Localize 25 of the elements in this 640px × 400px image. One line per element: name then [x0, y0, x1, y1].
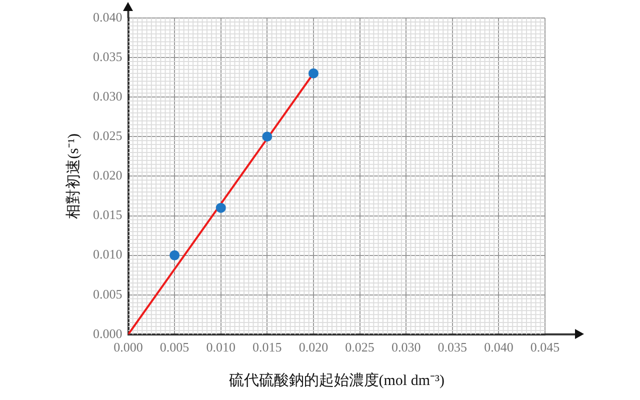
point	[308, 68, 318, 78]
x-tick-label: 0.005	[160, 340, 190, 355]
y-tick-label: 0.020	[93, 168, 122, 183]
x-tick-label: 0.030	[391, 340, 421, 355]
x-tick-label: 0.015	[252, 340, 282, 355]
y-tick-label: 0.010	[93, 246, 122, 262]
y-tick-label: 0.040	[93, 9, 122, 24]
point	[216, 202, 226, 213]
x-tick-label: 0.000	[114, 340, 143, 355]
x-tick-label: 0.025	[345, 340, 374, 355]
x-tick-label: 0.045	[530, 340, 560, 355]
y-tick-label: 0.015	[93, 207, 122, 222]
y-tick-label: 0.025	[93, 128, 122, 144]
y-tick-label: 0.035	[93, 48, 122, 64]
x-tick-label: 0.020	[298, 340, 328, 355]
x-axis-title: 硫代硫酸鈉的起始濃度(mol dm⁻³)	[228, 372, 444, 389]
point	[262, 132, 272, 142]
y-tick-label: 0.030	[93, 88, 122, 104]
y-tick-label: 0.005	[93, 286, 122, 302]
y-tick-label: 0.000	[93, 326, 122, 341]
y-axis-title: 相對初速(s⁻¹)	[64, 134, 82, 219]
x-tick-label: 0.040	[484, 340, 514, 355]
point	[170, 250, 180, 260]
x-tick-label: 0.035	[438, 340, 468, 355]
x-tick-label: 0.010	[206, 340, 236, 355]
